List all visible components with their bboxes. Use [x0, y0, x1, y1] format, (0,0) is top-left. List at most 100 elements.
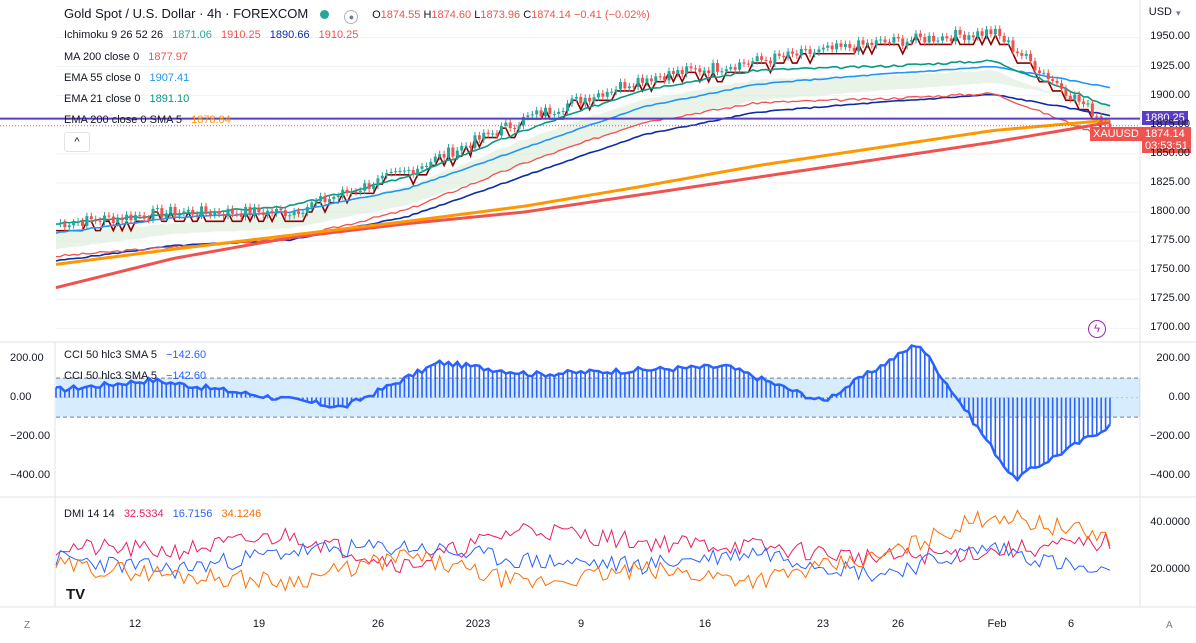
candle-body — [610, 91, 614, 93]
candle-body — [80, 221, 84, 226]
candle-body — [125, 214, 129, 221]
legend-ema55[interactable]: EMA 55 close 0 1907.41 — [64, 72, 190, 84]
candle-body — [226, 208, 230, 217]
dmi-adx-line — [55, 509, 1111, 592]
ichimoku-base-line — [56, 33, 1111, 233]
legend-dmi[interactable]: DMI 14 14 32.5334 16.7156 34.1246 — [64, 508, 262, 520]
candle-body — [698, 68, 702, 73]
cci-left-tick-label: 200.00 — [10, 351, 44, 364]
candle-body — [239, 213, 243, 217]
candle-body — [614, 89, 618, 92]
chevron-down-icon[interactable]: ▾ — [1176, 8, 1181, 18]
candle-body — [949, 38, 953, 42]
tradingview-logo[interactable]: TV — [66, 586, 86, 603]
candle-body — [314, 201, 318, 203]
candle-body — [1090, 103, 1094, 117]
candle-body — [416, 168, 420, 175]
collapse-legend-button[interactable]: ^ — [64, 132, 90, 152]
candle-body — [733, 67, 737, 70]
time-axis-label: 19 — [252, 618, 266, 630]
candle-body — [275, 208, 279, 214]
candle-body — [544, 107, 548, 117]
candle-body — [182, 211, 186, 213]
candle-body — [976, 31, 980, 38]
candle-body — [248, 207, 252, 216]
candle-body — [1055, 80, 1059, 84]
candle-body — [429, 161, 433, 167]
candle-body — [204, 206, 208, 213]
ema55-line — [55, 65, 1111, 234]
timezone-toggle[interactable]: Z — [24, 620, 31, 631]
candle-body — [830, 45, 834, 50]
candle-body — [111, 216, 115, 223]
candle-body — [372, 185, 376, 189]
candle-body — [1068, 95, 1072, 100]
candle-body — [442, 154, 446, 158]
legend-ema200[interactable]: EMA 200 close 0 SMA 5 1878.84 — [64, 114, 231, 126]
candle-body — [354, 191, 358, 193]
candle-body — [623, 82, 627, 89]
candle-body — [724, 69, 728, 72]
candle-body — [993, 28, 997, 35]
candle-body — [654, 76, 658, 82]
candle-body — [305, 207, 309, 213]
legend-ichimoku[interactable]: Ichimoku 9 26 52 26 1871.06 1910.25 1890… — [64, 29, 359, 41]
candle-body — [910, 40, 914, 42]
candle-body — [985, 29, 989, 36]
candle-body — [548, 107, 552, 114]
candle-body — [905, 41, 909, 46]
lightning-icon[interactable]: ϟ — [1088, 320, 1106, 338]
candle-body — [133, 215, 137, 221]
candle-body — [835, 43, 839, 50]
candle-body — [67, 225, 71, 228]
symbol-title[interactable]: Gold Spot / U.S. Dollar · 4h · FOREXCOM — [64, 6, 309, 21]
legend-ema21[interactable]: EMA 21 close 0 1891.10 — [64, 93, 190, 105]
legend-ma200[interactable]: MA 200 close 0 1877.97 — [64, 51, 189, 63]
candle-body — [261, 212, 265, 216]
candle-body — [742, 62, 746, 64]
candle-body — [438, 154, 442, 157]
candle-body — [1051, 79, 1055, 81]
candle-body — [601, 93, 605, 97]
candle-body — [843, 43, 847, 47]
candle-body — [1024, 53, 1028, 56]
candle-body — [279, 208, 283, 211]
candle-body — [323, 196, 327, 202]
candle-body — [460, 145, 464, 151]
time-axis-label: 26 — [371, 618, 385, 630]
candle-body — [879, 39, 883, 41]
candle-body — [129, 214, 133, 221]
candle-body — [760, 56, 764, 60]
candle-body — [367, 183, 371, 189]
candle-body — [821, 47, 825, 50]
candle-body — [592, 97, 596, 102]
candle-body — [852, 47, 856, 52]
candle-body — [1064, 88, 1068, 96]
currency-label[interactable]: USD — [1148, 6, 1172, 18]
candle-body — [914, 33, 918, 41]
candle-body — [962, 34, 966, 40]
candle-body — [813, 52, 817, 55]
eye-icon[interactable]: ● — [344, 10, 359, 24]
candle-body — [786, 51, 790, 58]
cci-right-tick-label: 200.00 — [1156, 351, 1190, 364]
candle-body — [270, 210, 274, 214]
price-tick-label: 1950.00 — [1150, 30, 1190, 43]
price-tick-label: 1700.00 — [1150, 321, 1190, 334]
candle-body — [755, 56, 759, 62]
candle-body — [1095, 116, 1099, 118]
dmi-pane — [55, 509, 1111, 592]
candle-body — [676, 69, 680, 75]
candle-body — [94, 219, 98, 221]
market-status-icon[interactable] — [319, 10, 329, 19]
candle-body — [658, 76, 662, 78]
legend-cci-2[interactable]: CCI 50 hlc3 SMA 5 −142.60 — [64, 370, 207, 382]
legend-cci-1[interactable]: CCI 50 hlc3 SMA 5 −142.60 — [64, 349, 207, 361]
auto-scale-toggle[interactable]: A — [1166, 620, 1173, 631]
candle-body — [782, 55, 786, 58]
time-axis-label: 23 — [816, 618, 830, 630]
candle-body — [151, 208, 155, 220]
cci-pane — [55, 344, 1140, 483]
candle-body — [292, 211, 296, 216]
